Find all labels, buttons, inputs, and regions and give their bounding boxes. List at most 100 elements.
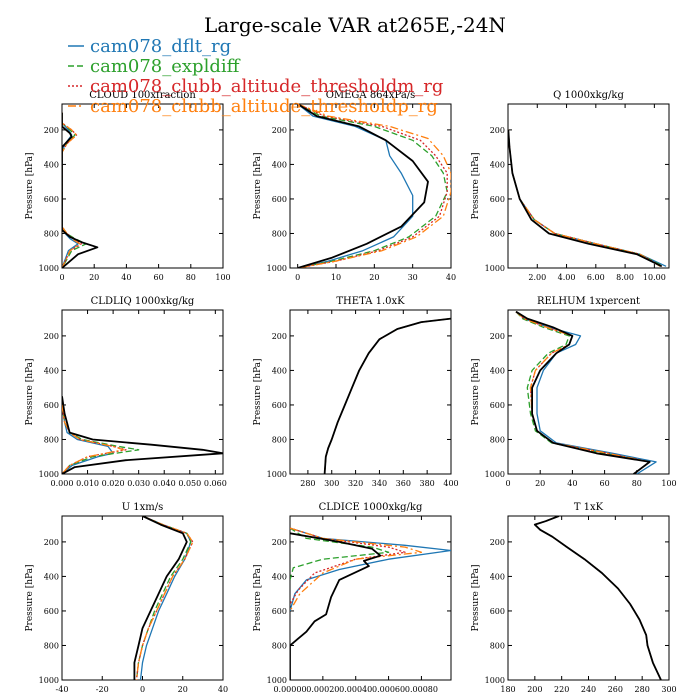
y-tick-label: 1000 [485,676,505,685]
y-tick-label: 600 [272,195,287,204]
x-tick-label: 40 [218,685,228,694]
y-tick-label: 400 [44,160,59,169]
y-tick-label: 800 [490,229,505,238]
x-tick-label: 0.00000 [273,685,306,694]
y-tick-label: 1000 [39,676,59,685]
y-tick-label: 200 [272,126,287,135]
series-line-cam078_clubb_altitude_thresholdm_rg [508,129,663,267]
x-tick-label: 40 [121,273,131,282]
series-line-cam078_expldiff [323,317,451,474]
series-line-cam078_clubb_altitude_thresholdp_rg [290,527,423,612]
x-tick-label: 10.00 [643,273,666,282]
series-line-cam078_dflt_rg [534,516,662,680]
x-tick-label: 10 [331,273,341,282]
x-tick-label: -40 [56,685,69,694]
y-tick-label: 200 [490,332,505,341]
x-tick-label: 220 [554,685,569,694]
y-tick-label: 200 [490,126,505,135]
x-tick-label: 100 [215,273,230,282]
x-tick-label: 0 [59,273,64,282]
panel-3: Q 1000xkg/kg 200 400 600 800 1000 Pressure [hP… [471,90,670,282]
panel-9: T 1xK 200 400 600 800 1000 Pressure [hPa] 180 20… [471,502,677,694]
x-tick-label: 380 [420,479,435,488]
series-line-cam078_clubb_altitude_thresholdm_rg [297,104,448,268]
series-line-cam078_dflt_rg [62,112,79,268]
y-tick-label: 800 [44,641,59,650]
x-tick-label: 80 [632,479,642,488]
series-line-cam078_expldiff [62,112,87,268]
y-tick-label: 800 [272,641,287,650]
x-tick-label: 0 [295,273,300,282]
series-line-cam078_dflt_rg [515,311,657,474]
series-line-cam078_clubb_altitude_thresholdm_rg [323,317,451,474]
panel-6: RELHUM 1xpercent2004006008001000Pressure… [471,296,677,488]
legend-entry: cam078_clubb_altitude_thresholdp_rg [90,96,438,117]
x-tick-label: 280 [300,479,315,488]
y-tick-label: 800 [44,229,59,238]
series-line-cam078_dflt_rg [290,527,451,612]
series-line-cam078_clubb_altitude_thresholdp_rg [534,516,662,680]
y-tick-label: 600 [44,401,59,410]
series-line-obs [297,104,429,268]
legend-entry: cam078_expldiff [90,56,241,77]
x-tick-label: 0.060 [204,479,227,488]
series-line-cam078_expldiff [515,311,651,474]
y-tick-label: 400 [490,366,505,375]
legend-entry: cam078_clubb_altitude_thresholdm_rg [90,76,443,97]
x-tick-label: 40 [446,273,456,282]
x-tick-label: 20 [535,479,545,488]
legend: cam078_dflt_rgcam078_expldiffcam078_club… [68,36,443,117]
y-tick-label: 800 [272,435,287,444]
y-tick-label: 1000 [267,676,287,685]
y-tick-label: 600 [44,607,59,616]
y-tick-label: 600 [490,607,505,616]
panel-title: OMEGA 864xPa/s [326,90,416,101]
y-tick-label: 800 [490,641,505,650]
series-line-cam078_expldiff [290,527,390,581]
panel-title: Q 1000xkg/kg [553,90,624,101]
panel-8: CLDICE 1000xkg/kg 200 400 600 800 1000 Pressur… [253,502,452,694]
x-tick-label: 260 [608,685,623,694]
x-tick-label: 0.040 [153,479,176,488]
panel-title: CLDLIQ 1000xkg/kg [91,296,195,307]
y-tick-label: 200 [44,538,59,547]
series-line-cam078_clubb_altitude_thresholdp_rg [323,317,451,474]
series-line-obs [323,317,451,474]
y-tick-label: 1000 [267,470,287,479]
y-tick-label: 200 [272,332,287,341]
plot-frame [61,515,224,681]
series-group [62,112,99,268]
x-tick-label: 0.00020 [306,685,339,694]
y-tick-label: 200 [44,126,59,135]
y-tick-label: 1000 [485,470,505,479]
x-tick-label: -20 [96,685,109,694]
series-group [62,396,223,474]
series-line-obs [515,310,651,474]
series-line-cam078_dflt_rg [139,516,192,680]
series-line-cam078_dflt_rg [297,104,414,268]
x-tick-label: 180 [500,685,515,694]
y-tick-label: 400 [44,572,59,581]
x-tick-label: 2.00 [528,273,546,282]
y-axis-label: Pressure [hPa] [253,564,263,631]
x-tick-label: 80 [186,273,196,282]
y-tick-label: 400 [490,160,505,169]
x-tick-label: 0.000 [51,479,74,488]
x-tick-label: 0.030 [127,479,150,488]
x-tick-label: 320 [348,479,363,488]
y-axis-label: Pressure [hPa] [25,358,35,425]
x-tick-label: 0.00040 [339,685,372,694]
series-line-cam078_dflt_rg [508,129,667,267]
series-line-cam078_clubb_altitude_thresholdp_rg [508,129,661,267]
series-group [533,516,662,680]
x-tick-label: 300 [661,685,676,694]
x-tick-label: 0.00080 [405,685,438,694]
y-tick-label: 1000 [267,264,287,273]
series-line-cam078_dflt_rg [62,404,114,474]
panel-1: CLOUD 100xfraction2004006008001000Pressu… [25,90,231,282]
series-group [297,104,451,268]
x-tick-label: 0.020 [102,479,125,488]
x-tick-label: 300 [324,479,339,488]
